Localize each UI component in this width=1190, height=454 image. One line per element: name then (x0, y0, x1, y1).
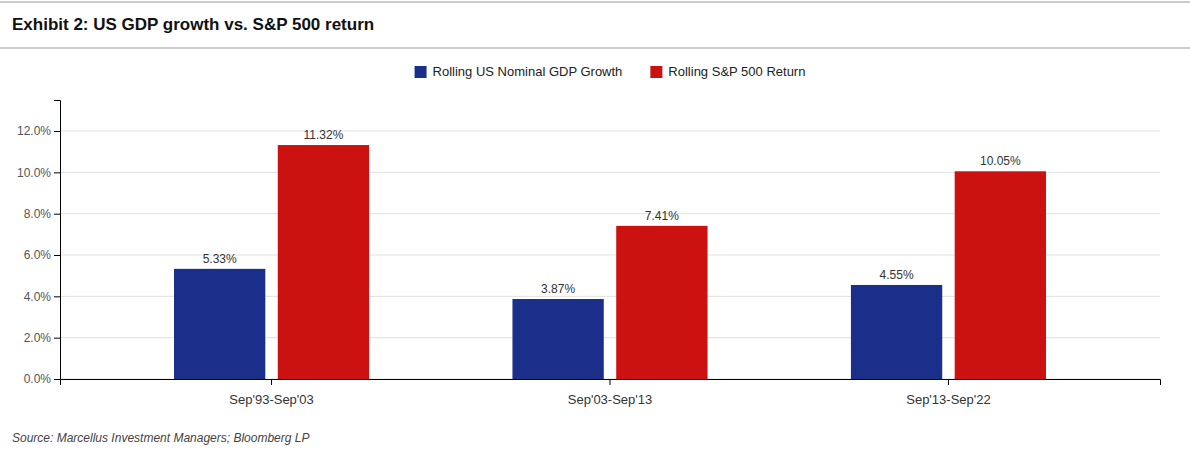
data-label: 11.32% (304, 128, 344, 142)
bar (174, 269, 265, 379)
legend-label: Rolling S&P 500 Return (668, 64, 805, 79)
y-axis: 0.0% 2.0% 4.0% 6.0% 8.0% 10.0% 12.0% (17, 101, 61, 387)
y-tick: 4.0% (24, 290, 60, 304)
y-tick-label: 2.0% (24, 331, 52, 345)
grid-line (60, 131, 1160, 132)
plot: 0.0% 2.0% 4.0% 6.0% 8.0% 10.0% 12.0% Sep'93-Sep… (17, 101, 1161, 407)
legend-label: Rolling US Nominal GDP Growth (433, 64, 623, 79)
grid (60, 131, 1160, 379)
x-tick-label: Sep'93-Sep'03 (229, 392, 313, 407)
y-tick: 6.0% (24, 248, 60, 262)
y-tick-mark (54, 338, 60, 339)
y-tick-mark (54, 296, 60, 297)
x-axis: Sep'93-Sep'03 Sep'03-Sep'13 Sep'13-Sep'22 (61, 379, 1161, 407)
header-rule (0, 2, 1190, 3)
x-tick: Sep'93-Sep'03 (229, 379, 313, 407)
source-note: Source: Marcellus Investment Managers; B… (12, 431, 309, 445)
data-label: 5.33% (203, 252, 237, 266)
y-tick-mark (54, 131, 60, 132)
y-tick-label: 10.0% (17, 166, 51, 180)
y-tick-label: 6.0% (24, 248, 52, 262)
data-labels: 5.33% 3.87% 4.55% 11.32% 7.41% 10.05% (203, 128, 1021, 296)
y-tick-mark (54, 172, 60, 173)
y-tick: 2.0% (24, 331, 60, 345)
x-tick: Sep'03-Sep'13 (568, 379, 652, 407)
y-tick-label: 12.0% (17, 124, 51, 138)
data-label: 3.87% (541, 282, 575, 296)
legend-swatch (650, 66, 662, 78)
bars (174, 145, 1046, 379)
x-tick-mark (610, 379, 611, 385)
bar (278, 145, 369, 379)
y-tick: 12.0% (17, 124, 60, 138)
bar (616, 226, 707, 379)
y-tick-label: 0.0% (24, 372, 52, 386)
legend-item: Rolling US Nominal GDP Growth (415, 64, 623, 79)
x-axis-line (61, 380, 1161, 386)
header-rule (0, 48, 1190, 49)
x-tick-mark (948, 379, 949, 385)
y-tick-mark (54, 214, 60, 215)
y-tick-label: 8.0% (24, 207, 52, 221)
x-tick-label: Sep'13-Sep'22 (906, 392, 990, 407)
data-label: 7.41% (645, 209, 679, 223)
x-tick-mark (271, 379, 272, 385)
data-label: 4.55% (880, 268, 914, 282)
legend: Rolling US Nominal GDP Growth Rolling S&P… (415, 64, 806, 79)
legend-item: Rolling S&P 500 Return (650, 64, 805, 79)
y-tick: 8.0% (24, 207, 60, 221)
title: Exhibit 2: US GDP growth vs. S&P 500 ret… (12, 15, 374, 34)
chart: Exhibit 2: US GDP growth vs. S&P 500 ret… (0, 0, 1190, 454)
legend-swatch (415, 66, 427, 78)
x-tick: Sep'13-Sep'22 (906, 379, 990, 407)
bar (955, 171, 1046, 379)
y-tick: 0.0% (24, 372, 60, 386)
x-tick-label: Sep'03-Sep'13 (568, 392, 652, 407)
series (278, 145, 1046, 379)
y-axis-line (54, 101, 61, 380)
data-label: 10.05% (980, 154, 1021, 168)
y-tick-mark (54, 379, 60, 380)
bar (851, 285, 942, 379)
y-tick-mark (54, 255, 60, 256)
y-tick: 10.0% (17, 166, 60, 180)
y-tick-label: 4.0% (24, 290, 52, 304)
bar (512, 299, 603, 379)
